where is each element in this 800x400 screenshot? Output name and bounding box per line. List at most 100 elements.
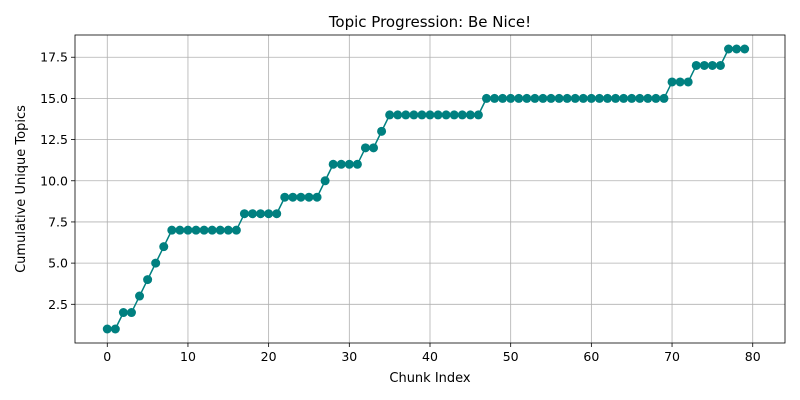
data-point [465, 110, 475, 120]
data-point [514, 93, 524, 103]
data-point [530, 93, 540, 103]
data-point [256, 209, 266, 219]
data-point [675, 77, 685, 87]
data-point [215, 225, 225, 235]
y-tick-label: 12.5 [40, 132, 68, 147]
x-tick-label: 0 [103, 349, 111, 364]
data-point [312, 192, 322, 202]
data-point [740, 44, 750, 54]
data-point [151, 258, 161, 268]
series [102, 44, 750, 334]
data-point [393, 110, 403, 120]
data-point [699, 60, 709, 70]
data-point [570, 93, 580, 103]
data-point [360, 143, 370, 153]
data-point [473, 110, 483, 120]
data-point [732, 44, 742, 54]
data-point [336, 159, 346, 169]
chart-title: Topic Progression: Be Nice! [328, 13, 531, 31]
data-point [691, 60, 701, 70]
data-point [683, 77, 693, 87]
data-point [304, 192, 314, 202]
data-point [417, 110, 427, 120]
data-point [159, 242, 169, 252]
ticks: 0 10 20 30 40 50 60 70 80 2.5 5.0 7.5 10.0 12.5 15.0 17… [40, 50, 761, 364]
x-tick-label: 50 [503, 349, 519, 364]
x-tick-label: 20 [261, 349, 277, 364]
data-point [619, 93, 629, 103]
data-point [110, 324, 120, 334]
data-point [223, 225, 233, 235]
x-tick-label: 60 [583, 349, 599, 364]
y-axis-label: Cumulative Unique Topics [14, 105, 29, 273]
x-tick-label: 10 [180, 349, 196, 364]
data-point [199, 225, 209, 235]
data-point [239, 209, 249, 219]
data-point [635, 93, 645, 103]
data-point [344, 159, 354, 169]
data-point [328, 159, 338, 169]
x-tick-label: 70 [664, 349, 680, 364]
data-point [611, 93, 621, 103]
data-point [191, 225, 201, 235]
data-point [449, 110, 459, 120]
data-point [320, 176, 330, 186]
data-point [490, 93, 500, 103]
data-point [538, 93, 548, 103]
data-point [425, 110, 435, 120]
data-point [102, 324, 112, 334]
data-point [506, 93, 516, 103]
y-tick-label: 10.0 [40, 173, 68, 188]
data-point [369, 143, 379, 153]
data-point [272, 209, 282, 219]
y-tick-label: 17.5 [40, 50, 68, 65]
y-tick-label: 7.5 [48, 214, 68, 229]
data-point [441, 110, 451, 120]
x-tick-label: 40 [422, 349, 438, 364]
data-point [594, 93, 604, 103]
data-point [118, 308, 128, 318]
x-axis-label: Chunk Index [389, 371, 471, 386]
data-point [377, 126, 387, 136]
data-point [457, 110, 467, 120]
data-point [667, 77, 677, 87]
data-point [715, 60, 725, 70]
data-point [352, 159, 362, 169]
data-point [562, 93, 572, 103]
data-point [248, 209, 257, 219]
data-point [401, 110, 411, 120]
y-tick-label: 15.0 [40, 91, 68, 106]
data-point [481, 93, 491, 103]
data-point [522, 93, 532, 103]
data-point [603, 93, 612, 103]
data-point [546, 93, 556, 103]
data-point [143, 275, 153, 285]
data-point [651, 93, 661, 103]
data-point [409, 110, 419, 120]
data-point [207, 225, 217, 235]
data-point [643, 93, 653, 103]
data-point [296, 192, 306, 202]
data-point [183, 225, 193, 235]
data-point [135, 291, 145, 301]
data-point [167, 225, 177, 235]
y-tick-label: 2.5 [48, 297, 68, 312]
x-tick-label: 30 [341, 349, 357, 364]
x-tick-label: 80 [745, 349, 761, 364]
data-point [385, 110, 395, 120]
data-point [288, 192, 298, 202]
data-point [126, 308, 136, 318]
data-point [627, 93, 637, 103]
data-point [586, 93, 596, 103]
y-tick-label: 5.0 [48, 256, 68, 271]
data-point [707, 60, 717, 70]
data-point [280, 192, 290, 202]
data-point [724, 44, 734, 54]
data-point [433, 110, 443, 120]
data-point [264, 209, 274, 219]
data-point [554, 93, 564, 103]
data-point [498, 93, 508, 103]
data-point [578, 93, 588, 103]
data-point [231, 225, 241, 235]
